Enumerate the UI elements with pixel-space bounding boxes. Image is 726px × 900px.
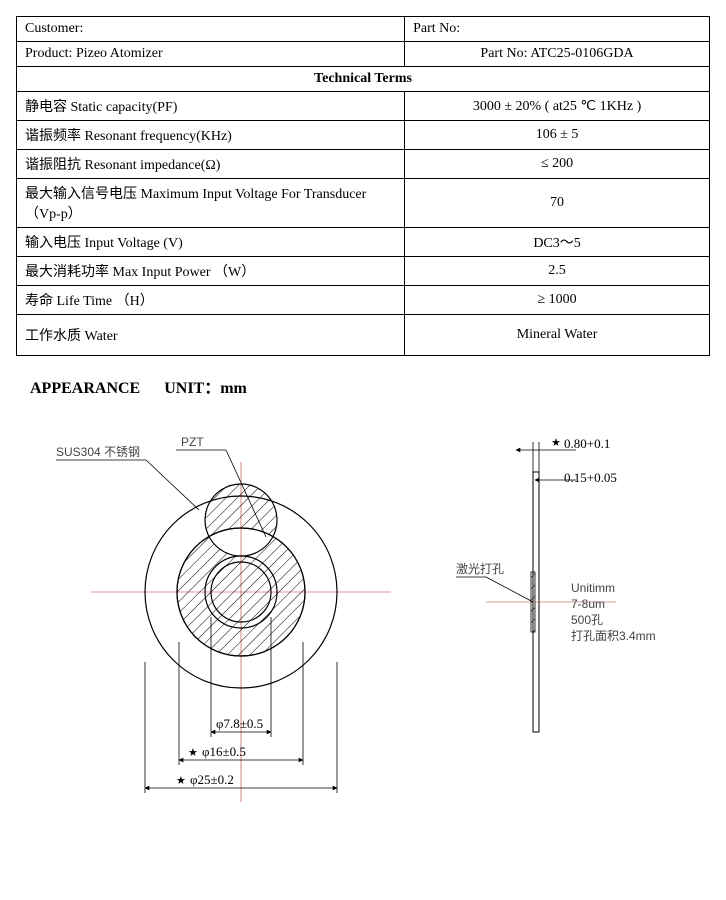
table-row: 工作水质 Water Mineral Water <box>17 315 710 356</box>
side-dim1-text: 0.80+0.1 <box>564 436 610 451</box>
spec-table: Customer: Part No: Product: Pizeo Atomiz… <box>16 16 710 356</box>
value-cell: ≥ 1000 <box>405 286 710 315</box>
appearance-heading: APPEARANCE UNIT：mm <box>30 374 710 398</box>
param-cell: 最大消耗功率 Max Input Power （W） <box>17 257 405 286</box>
header-row-2: Product: Pizeo Atomizer Part No: ATC25-0… <box>17 42 710 67</box>
laser-label: 激光打孔 <box>456 562 504 576</box>
product-cell: Product: Pizeo Atomizer <box>17 42 405 67</box>
param-cell: 寿命 Life Time （H） <box>17 286 405 315</box>
value-cell: DC3～5 <box>405 228 710 257</box>
tech-terms-cell: Technical Terms <box>17 67 710 92</box>
dim2-star: ★ <box>188 747 198 759</box>
table-row: 谐振频率 Resonant frequency(KHz) 106 ± 5 <box>17 121 710 150</box>
param-cell: 工作水质 Water <box>17 315 405 356</box>
header-row-1: Customer: Part No: <box>17 17 710 42</box>
table-row: 静电容 Static capacity(PF) 3000 ± 20% ( at2… <box>17 92 710 121</box>
param-cell: 谐振频率 Resonant frequency(KHz) <box>17 121 405 150</box>
value-cell: Mineral Water <box>405 315 710 356</box>
appearance-diagram: SUS304 不锈钢 PZT φ7.8±0.5 ★ φ16±0.5 ★ φ25±… <box>16 402 710 872</box>
pzt-label: PZT <box>181 435 204 449</box>
value-cell: 3000 ± 20% ( at25 ℃ 1KHz ) <box>405 92 710 121</box>
value-cell: 70 <box>405 179 710 228</box>
partno-value-cell: Part No: ATC25-0106GDA <box>405 42 710 67</box>
laser-leader <box>486 577 533 602</box>
param-cell: 静电容 Static capacity(PF) <box>17 92 405 121</box>
note-4: 打孔面积3.4mm <box>571 629 656 643</box>
note-2: 7-8um <box>571 597 605 611</box>
table-row: 最大消耗功率 Max Input Power （W） 2.5 <box>17 257 710 286</box>
value-cell: 2.5 <box>405 257 710 286</box>
sus-label: SUS304 不锈钢 <box>56 445 140 459</box>
side-dim2-text: 0.15+0.05 <box>564 470 617 485</box>
partno-label-cell: Part No: <box>405 17 710 42</box>
table-row: 最大输入信号电压 Maximum Input Voltage For Trans… <box>17 179 710 228</box>
dim3-star: ★ <box>176 775 186 787</box>
dim1-text: φ7.8±0.5 <box>216 716 263 731</box>
value-cell: ≤ 200 <box>405 150 710 179</box>
side-view: ★ 0.80+0.1 0.15+0.05 激光打孔 Unitimm 7-8um … <box>456 436 656 732</box>
table-row: 输入电压 Input Voltage (V) DC3～5 <box>17 228 710 257</box>
param-cell: 输入电压 Input Voltage (V) <box>17 228 405 257</box>
diagram-svg: SUS304 不锈钢 PZT φ7.8±0.5 ★ φ16±0.5 ★ φ25±… <box>16 402 710 872</box>
table-row: 谐振阻抗 Resonant impedance(Ω) ≤ 200 <box>17 150 710 179</box>
side-dim1-star: ★ <box>551 437 561 449</box>
param-cell: 最大输入信号电压 Maximum Input Voltage For Trans… <box>17 179 405 228</box>
leader-sus <box>146 460 199 510</box>
pzt-ring-hatched <box>177 484 305 656</box>
note-1: Unitimm <box>571 581 615 595</box>
note-3: 500孔 <box>571 613 603 627</box>
tech-terms-row: Technical Terms <box>17 67 710 92</box>
appearance-unit: UNIT：mm <box>164 380 247 397</box>
dim3-text: φ25±0.2 <box>190 772 234 787</box>
customer-cell: Customer: <box>17 17 405 42</box>
value-cell: 106 ± 5 <box>405 121 710 150</box>
dim2-text: φ16±0.5 <box>202 744 246 759</box>
appearance-title: APPEARANCE <box>30 380 140 397</box>
param-cell: 谐振阻抗 Resonant impedance(Ω) <box>17 150 405 179</box>
front-view: SUS304 不锈钢 PZT φ7.8±0.5 ★ φ16±0.5 ★ φ25±… <box>56 435 391 802</box>
table-row: 寿命 Life Time （H） ≥ 1000 <box>17 286 710 315</box>
